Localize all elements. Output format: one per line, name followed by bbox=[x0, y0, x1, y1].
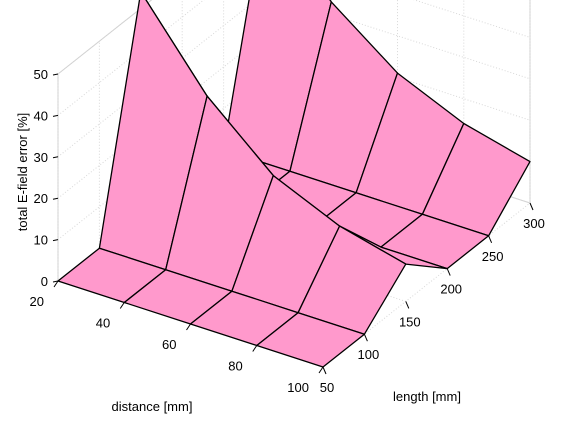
axis-box-edge bbox=[57, 0, 153, 75]
x-tick-mark bbox=[318, 366, 324, 374]
y-tick-mark bbox=[405, 301, 410, 309]
z-axis-title: total E-field error [%] bbox=[15, 113, 30, 232]
tick-layer: 0 10 20 30 40 50 20 40 60 80 100 50 100 150 200 250 300 bbox=[30, 67, 545, 395]
y-tick-label: 150 bbox=[399, 314, 421, 329]
z-tick-mark bbox=[52, 197, 59, 200]
z-tick-mark bbox=[52, 156, 59, 159]
z-tick-mark bbox=[52, 239, 59, 242]
y-tick-mark bbox=[488, 235, 493, 243]
z-tick-label: 0 bbox=[41, 274, 48, 289]
x-tick-label: 40 bbox=[96, 316, 110, 331]
y-tick-label: 50 bbox=[320, 380, 334, 395]
y-tick-mark bbox=[446, 268, 451, 276]
x-tick-mark bbox=[53, 280, 59, 288]
y-tick-label: 200 bbox=[440, 282, 462, 297]
y-tick-mark bbox=[322, 366, 327, 375]
y-tick-mark bbox=[529, 202, 534, 211]
y-tick-label: 250 bbox=[482, 249, 504, 264]
z-tick-label: 10 bbox=[34, 233, 48, 248]
y-tick-label: 300 bbox=[523, 216, 545, 231]
z-tick-label: 20 bbox=[34, 191, 48, 206]
x-tick-label: 100 bbox=[287, 380, 309, 395]
x-axis-title: distance [mm] bbox=[112, 399, 193, 414]
x-tick-label: 80 bbox=[228, 359, 242, 374]
y-axis-title: length [mm] bbox=[393, 389, 461, 404]
x-tick-mark bbox=[119, 302, 125, 309]
y-tick-label: 100 bbox=[358, 347, 380, 362]
z-tick-label: 50 bbox=[34, 67, 48, 82]
x-tick-mark bbox=[252, 345, 258, 352]
z-tick-mark bbox=[52, 280, 59, 283]
z-tick-label: 30 bbox=[34, 150, 48, 165]
x-tick-mark bbox=[186, 323, 191, 331]
x-tick-label: 60 bbox=[162, 337, 176, 352]
y-tick-mark bbox=[363, 334, 368, 342]
z-tick-mark bbox=[52, 114, 59, 117]
z-tick-mark bbox=[52, 73, 59, 76]
surface-layer bbox=[57, 0, 531, 368]
z-tick-label: 40 bbox=[34, 108, 48, 123]
x-tick-label: 20 bbox=[30, 294, 44, 309]
